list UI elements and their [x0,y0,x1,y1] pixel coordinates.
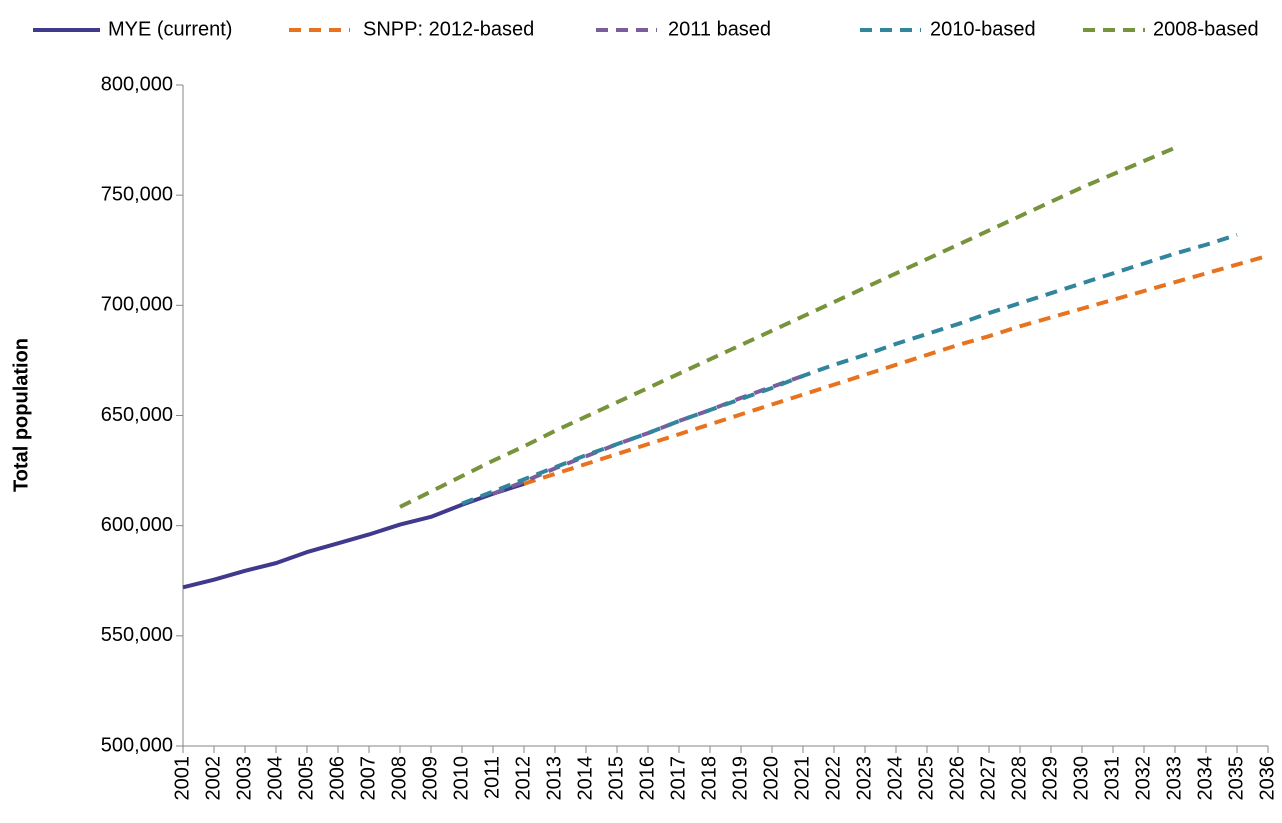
x-tick-label: 2016 [636,756,658,801]
legend-label: SNPP: 2012-based [363,18,534,40]
x-tick-label: 2017 [667,756,689,801]
x-tick-label: 2036 [1256,756,1278,801]
x-tick-label: 2019 [729,756,751,801]
x-tick-label: 2024 [884,756,906,801]
legend-label: 2011 based [668,18,771,40]
x-tick-label: 2013 [543,756,565,801]
y-axis-label: Total population [10,338,32,492]
series-line [492,373,804,496]
x-tick-label: 2005 [295,756,317,801]
x-tick-label: 2034 [1194,756,1216,801]
y-tick-label: 600,000 [101,514,173,536]
x-tick-label: 2020 [760,756,782,801]
series-line [461,232,1238,506]
x-tick-label: 2031 [1101,756,1123,801]
x-tick-label: 2030 [1070,756,1092,801]
x-tick-label: 2029 [1039,756,1061,801]
x-tick-label: 2007 [357,756,379,801]
x-tick-label: 2010 [450,756,472,801]
x-tick-label: 2004 [264,756,286,801]
series-line [523,253,1269,486]
x-tick-label: 2032 [1132,756,1154,801]
x-tick-label: 2035 [1225,756,1247,801]
y-tick-label: 750,000 [101,183,173,205]
x-tick-label: 2014 [574,756,596,801]
x-tick-label: 2027 [977,756,999,801]
y-tick-label: 700,000 [101,294,173,316]
x-tick-label: 2011 [481,756,503,799]
x-tick-label: 2023 [853,756,875,801]
x-tick-label: 2033 [1163,756,1185,801]
x-tick-label: 2008 [388,756,410,801]
y-tick-label: 800,000 [101,73,173,95]
x-tick-label: 2018 [698,756,720,801]
x-tick-label: 2022 [822,756,844,801]
x-tick-label: 2002 [202,756,224,801]
y-tick-label: 650,000 [101,404,173,426]
y-tick-label: 550,000 [101,624,173,646]
x-tick-label: 2015 [605,756,627,801]
x-tick-label: 2006 [326,756,348,801]
legend-label: MYE (current) [108,18,232,40]
x-tick-label: 2003 [233,756,255,801]
x-tick-label: 2026 [946,756,968,801]
x-tick-label: 2025 [915,756,937,801]
x-tick-label: 2001 [171,756,193,801]
x-tick-label: 2021 [791,756,813,801]
x-tick-label: 2028 [1008,756,1030,801]
x-tick-label: 2009 [419,756,441,801]
y-tick-label: 500,000 [101,734,173,756]
legend-label: 2008-based [1153,18,1259,40]
x-tick-label: 2012 [512,756,534,801]
series-line [399,145,1176,509]
legend-label: 2010-based [930,18,1036,40]
